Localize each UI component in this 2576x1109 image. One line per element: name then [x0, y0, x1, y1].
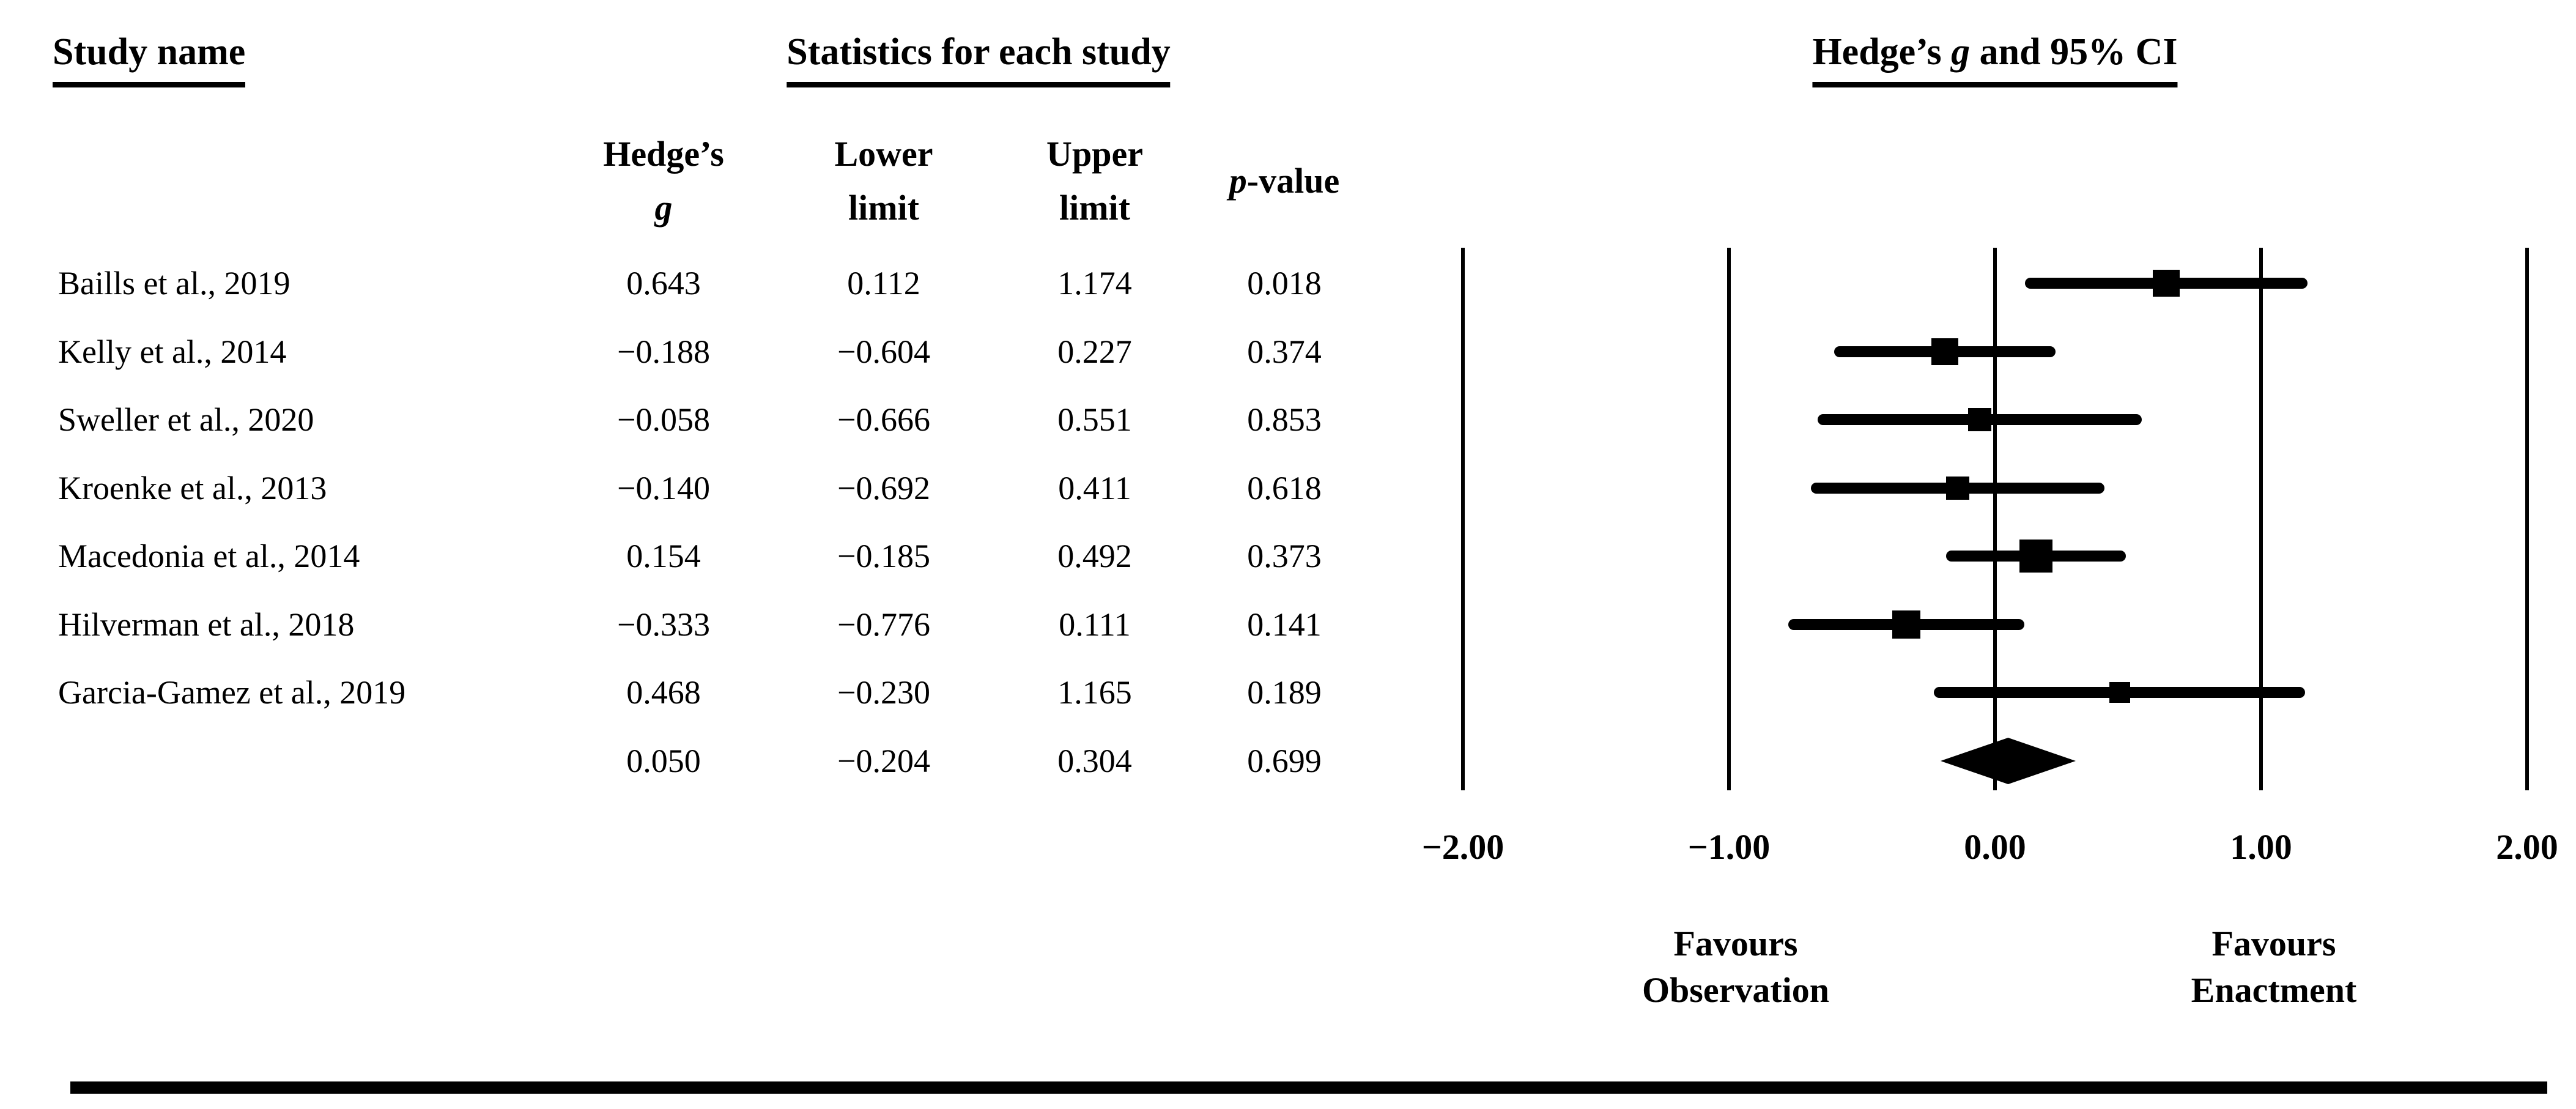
- favours-observation-line2: Observation: [1641, 970, 1830, 1010]
- effect-size-marker: [2153, 270, 2180, 297]
- study-name-section-header: Study name: [53, 28, 246, 87]
- p-value-value: 0.853: [1247, 401, 1322, 438]
- p-value-value: 0.189: [1247, 674, 1322, 711]
- axis-tick-label: −2.00: [1421, 827, 1505, 867]
- upper-limit-value: 0.492: [1057, 538, 1132, 574]
- lower-limit-value: −0.692: [837, 470, 930, 506]
- study-name-label: Kroenke et al., 2013: [58, 470, 327, 506]
- p-value-value: 0.141: [1247, 606, 1322, 643]
- plot-header-effect-symbol: g: [1951, 31, 1971, 73]
- axis-reference-line: [2259, 248, 2263, 790]
- lower-limit-value: −0.776: [837, 606, 930, 643]
- study-name-label: Macedonia et al., 2014: [58, 538, 360, 574]
- hedges-g-value: −0.140: [617, 470, 710, 506]
- upper-limit-value: 1.165: [1057, 674, 1132, 711]
- axis-tick-label: −1.00: [1687, 827, 1771, 867]
- statistics-section-header: Statistics for each study: [786, 28, 1171, 87]
- plot-header-suffix: and 95% CI: [1970, 31, 2178, 73]
- column-header-hedges-g-line1: Hedge’s: [603, 134, 724, 174]
- study-name-label: Hilverman et al., 2018: [58, 606, 355, 643]
- axis-reference-line: [2525, 248, 2529, 790]
- plot-header-text: Hedge’s: [1812, 31, 1952, 73]
- favours-enactment-line2: Enactment: [2191, 970, 2357, 1010]
- effect-size-marker: [1892, 610, 1920, 639]
- favours-enactment-label: Favours Enactment: [2191, 921, 2357, 1014]
- study-name-label: Sweller et al., 2020: [58, 401, 314, 438]
- effect-size-marker: [1946, 477, 1969, 500]
- column-header-lower-limit: Lower limit: [834, 127, 933, 235]
- hedges-g-value: −0.333: [617, 606, 710, 643]
- lower-limit-value: −0.230: [837, 674, 930, 711]
- p-value-value: 0.699: [1247, 743, 1322, 779]
- lower-limit-value: 0.112: [847, 265, 920, 302]
- hedges-g-value: −0.188: [617, 333, 710, 370]
- effect-size-marker: [2019, 540, 2052, 573]
- p-value-value: 0.374: [1247, 333, 1322, 370]
- upper-limit-value: 0.411: [1058, 470, 1131, 506]
- upper-limit-value: 1.174: [1057, 265, 1132, 302]
- column-header-p-rest: -value: [1246, 161, 1340, 201]
- study-name-label: Garcia-Gamez et al., 2019: [58, 674, 406, 711]
- column-header-lower-line1: Lower: [834, 134, 933, 174]
- hedges-g-value: 0.154: [626, 538, 701, 574]
- p-value-value: 0.373: [1247, 538, 1322, 574]
- column-header-p-value: p-value: [1229, 154, 1339, 208]
- axis-tick-label: 2.00: [2496, 827, 2558, 867]
- favours-observation-label: Favours Observation: [1642, 921, 1829, 1014]
- upper-limit-value: 0.111: [1059, 606, 1131, 643]
- effect-size-marker: [1968, 408, 1991, 431]
- favours-enactment-line1: Favours: [2211, 924, 2336, 963]
- bottom-rule: [70, 1081, 2547, 1094]
- study-name-label: Kelly et al., 2014: [58, 333, 287, 370]
- axis-reference-line: [1993, 248, 1997, 790]
- axis-reference-line: [1461, 248, 1465, 790]
- summary-diamond: [1941, 738, 2076, 784]
- effect-size-marker: [1931, 338, 1958, 365]
- column-header-p-symbol: p: [1229, 161, 1247, 201]
- upper-limit-value: 0.304: [1057, 743, 1132, 779]
- p-value-value: 0.018: [1247, 265, 1322, 302]
- column-header-upper-line2: limit: [1059, 188, 1130, 228]
- upper-limit-value: 0.227: [1057, 333, 1132, 370]
- study-name-label: Baills et al., 2019: [58, 265, 291, 302]
- hedges-g-value: 0.643: [626, 265, 701, 302]
- lower-limit-value: −0.666: [837, 401, 930, 438]
- plot-section-header: Hedge’s g and 95% CI: [1812, 28, 2178, 87]
- lower-limit-value: −0.204: [837, 743, 930, 779]
- lower-limit-value: −0.604: [837, 333, 930, 370]
- axis-reference-line: [1727, 248, 1731, 790]
- column-header-hedges-g-line2: g: [654, 188, 673, 228]
- hedges-g-value: 0.050: [626, 743, 701, 779]
- hedges-g-value: −0.058: [617, 401, 710, 438]
- lower-limit-value: −0.185: [837, 538, 930, 574]
- axis-tick-label: 1.00: [2230, 827, 2292, 867]
- column-header-hedges-g: Hedge’s g: [603, 127, 724, 235]
- column-header-upper-limit: Upper limit: [1046, 127, 1143, 235]
- column-header-lower-line2: limit: [848, 188, 919, 228]
- hedges-g-value: 0.468: [626, 674, 701, 711]
- column-header-upper-line1: Upper: [1046, 134, 1143, 174]
- p-value-value: 0.618: [1247, 470, 1322, 506]
- upper-limit-value: 0.551: [1057, 401, 1132, 438]
- favours-observation-line1: Favours: [1673, 924, 1798, 963]
- axis-tick-label: 0.00: [1964, 827, 2026, 867]
- effect-size-marker: [2109, 682, 2130, 703]
